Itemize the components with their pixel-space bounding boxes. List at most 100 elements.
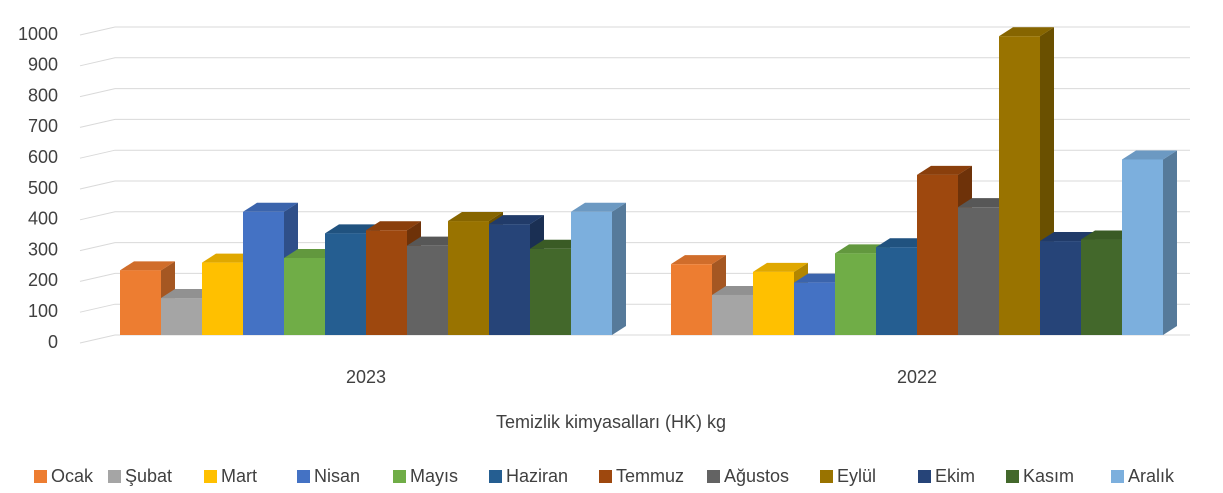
- bar-top-shade: [917, 165, 972, 175]
- bar: [243, 211, 284, 335]
- grid-line: [79, 242, 1190, 252]
- bar-top-shade: [1122, 150, 1177, 160]
- legend-label: Temmuz: [616, 466, 684, 486]
- bar: [325, 233, 366, 335]
- legend-label: Mayıs: [410, 466, 458, 486]
- legend-swatch: [820, 470, 833, 483]
- y-tick-label: 400: [28, 209, 58, 229]
- y-tick-label: 700: [28, 116, 58, 136]
- grid-line: [79, 211, 1190, 221]
- legend-swatch: [918, 470, 931, 483]
- legend-label: Şubat: [125, 466, 172, 486]
- grid-line: [79, 149, 1190, 159]
- bar: [1040, 241, 1081, 335]
- bar: [917, 174, 958, 335]
- legend-label: Ekim: [935, 466, 975, 486]
- bar-side: [612, 202, 626, 335]
- bar-top-shade: [671, 255, 726, 265]
- bar-top: [753, 262, 808, 272]
- bar-top-shade: [489, 215, 544, 225]
- bar: [671, 264, 712, 335]
- grid-line: [79, 272, 1190, 282]
- y-tick-label: 600: [28, 147, 58, 167]
- legend-label: Ağustos: [724, 466, 789, 486]
- bar: [753, 271, 794, 335]
- bar-top: [671, 255, 726, 265]
- legend-swatch: [1006, 470, 1019, 483]
- bar: [366, 230, 407, 335]
- y-tick-label: 500: [28, 178, 58, 198]
- legend-swatch: [707, 470, 720, 483]
- bar: [876, 247, 917, 335]
- bar-top-shade: [448, 212, 503, 222]
- legend-label: Kasım: [1023, 466, 1074, 486]
- bar-top: [448, 212, 503, 222]
- bar-top-shade: [999, 27, 1054, 37]
- x-tick-label: 2023: [346, 367, 386, 387]
- legend-swatch: [108, 470, 121, 483]
- x-axis-title: Temizlik kimyasalları (HK) kg: [496, 412, 726, 432]
- bar: [489, 224, 530, 335]
- x-tick-label: 2022: [897, 367, 937, 387]
- bar: [407, 245, 448, 335]
- y-tick-label: 800: [28, 85, 58, 105]
- bar: [120, 270, 161, 335]
- legend-swatch: [599, 470, 612, 483]
- y-tick-label: 0: [48, 332, 58, 352]
- legend-label: Mart: [221, 466, 257, 486]
- grid-line: [79, 334, 1190, 344]
- bar-top: [243, 202, 298, 212]
- bar-top: [1122, 150, 1177, 160]
- legend-label: Aralık: [1128, 466, 1175, 486]
- bar: [958, 207, 999, 335]
- bar: [161, 298, 202, 335]
- bar-side: [1163, 150, 1177, 335]
- grid-line: [79, 26, 1190, 36]
- legend-swatch: [393, 470, 406, 483]
- legend-swatch: [489, 470, 502, 483]
- bar-top-shade: [1040, 232, 1095, 242]
- bar-top: [1040, 232, 1095, 242]
- legend-swatch: [34, 470, 47, 483]
- legend-swatch: [1111, 470, 1124, 483]
- legend-swatch: [204, 470, 217, 483]
- legend-label: Eylül: [837, 466, 876, 486]
- bar: [999, 36, 1040, 336]
- bar-top: [366, 221, 421, 231]
- bar-top-shade: [571, 202, 626, 212]
- bar: [530, 248, 571, 335]
- bar-top: [999, 27, 1054, 37]
- bar-top: [489, 215, 544, 225]
- y-tick-label: 300: [28, 239, 58, 259]
- bar-top-shade: [120, 261, 175, 271]
- bar: [448, 221, 489, 335]
- bar-top-shade: [366, 221, 421, 231]
- bar: [571, 211, 612, 335]
- bar: [284, 258, 325, 335]
- bar-top: [120, 261, 175, 271]
- bar: [1122, 159, 1163, 335]
- bar-side-shade: [612, 202, 626, 335]
- bar-top: [571, 202, 626, 212]
- bar: [1081, 239, 1122, 335]
- bar: [202, 262, 243, 335]
- legend-swatch: [297, 470, 310, 483]
- bar-top-shade: [243, 202, 298, 212]
- grid-line: [79, 57, 1190, 67]
- legend-label: Nisan: [314, 466, 360, 486]
- y-tick-label: 900: [28, 55, 58, 75]
- grid-line: [79, 88, 1190, 98]
- y-tick-label: 100: [28, 301, 58, 321]
- legend-label: Ocak: [51, 466, 94, 486]
- bar: [794, 282, 835, 335]
- bar-side-shade: [1163, 150, 1177, 335]
- y-tick-label: 1000: [18, 24, 58, 44]
- bar: [835, 253, 876, 335]
- bar-top: [917, 165, 972, 175]
- grid-line: [79, 118, 1190, 128]
- y-tick-label: 200: [28, 270, 58, 290]
- grid-line: [79, 180, 1190, 190]
- bar-top-shade: [753, 262, 808, 272]
- legend-label: Haziran: [506, 466, 568, 486]
